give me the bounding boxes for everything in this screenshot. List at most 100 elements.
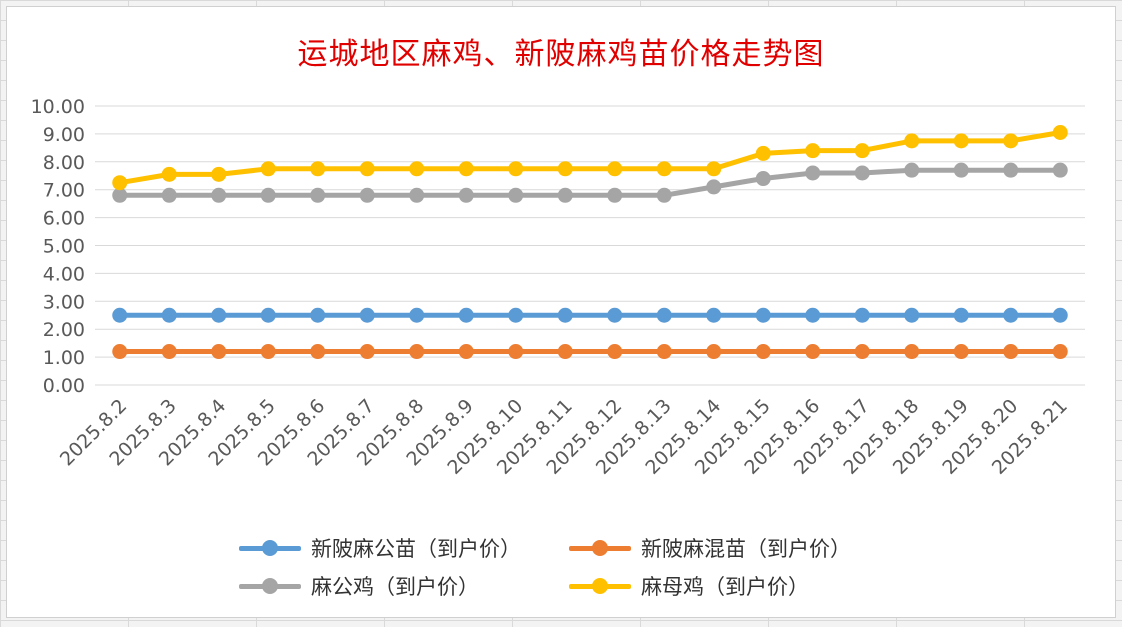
data-point-series-1[interactable] [409,307,425,323]
legend-swatch-series-4 [569,573,631,599]
data-point-series-3[interactable] [607,187,623,203]
legend-item-series-4[interactable]: 麻母鸡（到户价） [569,573,909,599]
data-point-series-2[interactable] [1003,344,1019,360]
data-point-series-2[interactable] [706,344,722,360]
data-point-series-3[interactable] [211,187,227,203]
data-point-series-2[interactable] [953,344,969,360]
data-point-series-4[interactable] [904,133,920,149]
data-point-series-4[interactable] [508,161,524,177]
series-line-4 [117,130,1063,186]
data-point-series-2[interactable] [854,344,870,360]
data-point-series-2[interactable] [904,344,920,360]
data-point-series-2[interactable] [656,344,672,360]
data-point-series-4[interactable] [755,145,771,161]
y-tick-label: 3.00 [43,291,85,313]
data-point-series-3[interactable] [805,165,821,181]
data-point-series-3[interactable] [310,187,326,203]
data-point-series-2[interactable] [310,344,326,360]
data-point-series-4[interactable] [112,175,128,191]
data-point-series-2[interactable] [755,344,771,360]
y-tick-label: 1.00 [43,347,85,369]
data-point-series-1[interactable] [854,307,870,323]
legend: 新陂麻公苗（到户价） 新陂麻混苗（到户价） 麻公鸡（到户价） 麻母鸡（到户价） [239,535,919,599]
data-point-series-2[interactable] [458,344,474,360]
data-point-series-1[interactable] [755,307,771,323]
data-point-series-1[interactable] [656,307,672,323]
data-point-series-3[interactable] [458,187,474,203]
data-point-series-1[interactable] [1052,307,1068,323]
legend-item-series-1[interactable]: 新陂麻公苗（到户价） [239,535,569,561]
data-point-series-3[interactable] [161,187,177,203]
legend-label-series-4: 麻母鸡（到户价） [641,575,809,599]
data-point-series-3[interactable] [904,162,920,178]
series-points [112,125,1068,360]
data-point-series-3[interactable] [359,187,375,203]
y-tick-label: 0.00 [43,375,85,397]
legend-item-series-2[interactable]: 新陂麻混苗（到户价） [569,535,909,561]
data-point-series-1[interactable] [904,307,920,323]
data-point-series-1[interactable] [607,307,623,323]
data-point-series-1[interactable] [706,307,722,323]
data-point-series-4[interactable] [706,161,722,177]
data-point-series-2[interactable] [112,344,128,360]
data-point-series-1[interactable] [310,307,326,323]
data-point-series-2[interactable] [211,344,227,360]
data-point-series-3[interactable] [755,171,771,187]
data-point-series-2[interactable] [409,344,425,360]
legend-item-series-3[interactable]: 麻公鸡（到户价） [239,573,569,599]
data-point-series-1[interactable] [557,307,573,323]
data-point-series-3[interactable] [557,187,573,203]
data-point-series-4[interactable] [607,161,623,177]
data-point-series-4[interactable] [854,143,870,159]
data-point-series-4[interactable] [805,143,821,159]
data-point-series-4[interactable] [1052,125,1068,141]
series-lines [117,130,1063,354]
data-point-series-2[interactable] [1052,344,1068,360]
data-point-series-2[interactable] [805,344,821,360]
data-point-series-3[interactable] [260,187,276,203]
data-point-series-1[interactable] [953,307,969,323]
data-point-series-1[interactable] [359,307,375,323]
data-point-series-2[interactable] [607,344,623,360]
data-point-series-3[interactable] [1003,162,1019,178]
y-tick-label: 10.00 [31,96,85,118]
data-point-series-3[interactable] [409,187,425,203]
data-point-series-4[interactable] [211,166,227,182]
data-point-series-4[interactable] [656,161,672,177]
data-point-series-4[interactable] [953,133,969,149]
data-point-series-2[interactable] [359,344,375,360]
data-point-series-3[interactable] [1052,162,1068,178]
data-point-series-4[interactable] [458,161,474,177]
data-point-series-2[interactable] [260,344,276,360]
legend-label-series-2: 新陂麻混苗（到户价） [641,537,851,561]
data-point-series-4[interactable] [161,166,177,182]
data-point-series-3[interactable] [854,165,870,181]
data-point-series-1[interactable] [161,307,177,323]
data-point-series-1[interactable] [508,307,524,323]
data-point-series-3[interactable] [508,187,524,203]
data-point-series-2[interactable] [161,344,177,360]
data-point-series-1[interactable] [211,307,227,323]
data-point-series-2[interactable] [557,344,573,360]
chart-area[interactable]: 运城地区麻鸡、新陂麻鸡苗价格走势图 0.00 1.00 2.00 3.00 4.00 5.… [6,6,1116,618]
y-tick-label: 9.00 [43,124,85,146]
data-point-series-4[interactable] [409,161,425,177]
data-point-series-3[interactable] [656,187,672,203]
data-point-series-2[interactable] [508,344,524,360]
data-point-series-1[interactable] [1003,307,1019,323]
data-point-series-3[interactable] [953,162,969,178]
data-point-series-4[interactable] [1003,133,1019,149]
data-point-series-4[interactable] [359,161,375,177]
data-point-series-1[interactable] [458,307,474,323]
data-point-series-1[interactable] [112,307,128,323]
data-point-series-4[interactable] [310,161,326,177]
data-point-series-4[interactable] [557,161,573,177]
y-tick-label: 5.00 [43,236,85,258]
data-point-series-3[interactable] [706,179,722,195]
data-point-series-1[interactable] [260,307,276,323]
legend-swatch-series-3 [239,573,301,599]
legend-swatch-series-2 [569,535,631,561]
data-point-series-3[interactable] [112,187,128,203]
data-point-series-4[interactable] [260,161,276,177]
data-point-series-1[interactable] [805,307,821,323]
